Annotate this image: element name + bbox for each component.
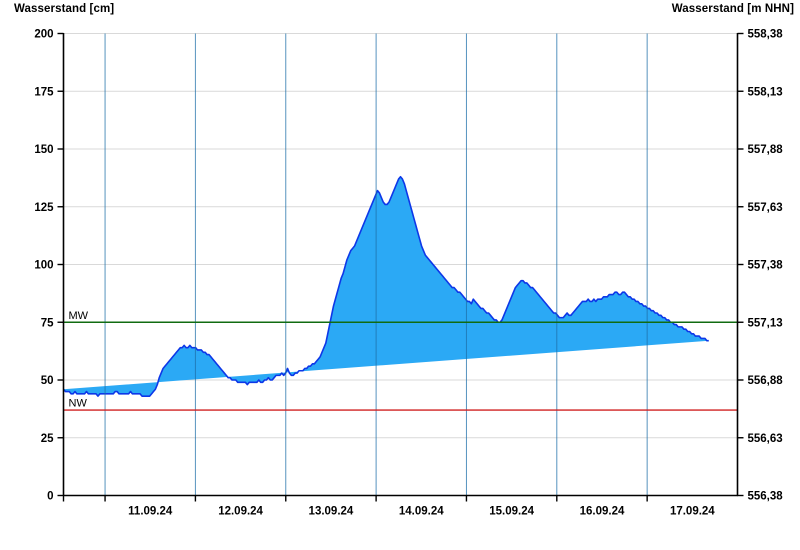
right-tick-label: 557,88 <box>748 144 784 156</box>
axes-group <box>57 32 744 502</box>
reference-label-mw: MW <box>69 310 89 322</box>
reference-lines-group: MW NW <box>63 310 738 411</box>
right-tick-label: 557,38 <box>748 260 784 272</box>
series-line <box>62 175 709 397</box>
right-tick-label: 556,63 <box>748 433 783 445</box>
tick-labels-group: 0 25 50 75 100 125 150 175 200 556,38 556,63 556,88… <box>34 29 783 518</box>
right-tick-label: 557,63 <box>748 202 783 214</box>
left-tick-label: 50 <box>41 375 54 387</box>
right-tick-label: 557,13 <box>748 317 783 329</box>
day-gridlines-group <box>104 33 648 496</box>
reference-label-nw: NW <box>69 398 88 410</box>
left-tick-label: 125 <box>34 202 54 214</box>
left-axis-title: Wasserstand [cm] <box>14 3 115 15</box>
x-tick-label: 15.09.24 <box>489 506 534 518</box>
x-tick-label: 13.09.24 <box>309 506 354 518</box>
left-tick-label: 175 <box>34 86 54 98</box>
x-tick-label: 16.09.24 <box>580 506 625 518</box>
right-tick-label: 558,13 <box>748 86 783 98</box>
left-tick-label: 150 <box>34 144 53 156</box>
data-area-group <box>62 175 709 397</box>
x-tick-label: 11.09.24 <box>128 506 173 518</box>
right-tick-label: 556,38 <box>748 491 784 503</box>
left-tick-label: 25 <box>41 433 54 445</box>
right-tick-label: 556,88 <box>748 375 784 387</box>
left-tick-label: 0 <box>47 491 53 503</box>
x-tick-label: 17.09.24 <box>670 506 715 518</box>
left-tick-label: 200 <box>34 29 53 41</box>
series-area-fill <box>63 176 709 397</box>
right-tick-label: 558,38 <box>748 29 784 41</box>
left-tick-label: 100 <box>34 260 53 272</box>
x-tick-label: 14.09.24 <box>399 506 444 518</box>
right-axis-title: Wasserstand [m NHN] <box>671 3 794 15</box>
x-tick-label: 12.09.24 <box>218 506 263 518</box>
left-tick-label: 75 <box>41 317 54 329</box>
